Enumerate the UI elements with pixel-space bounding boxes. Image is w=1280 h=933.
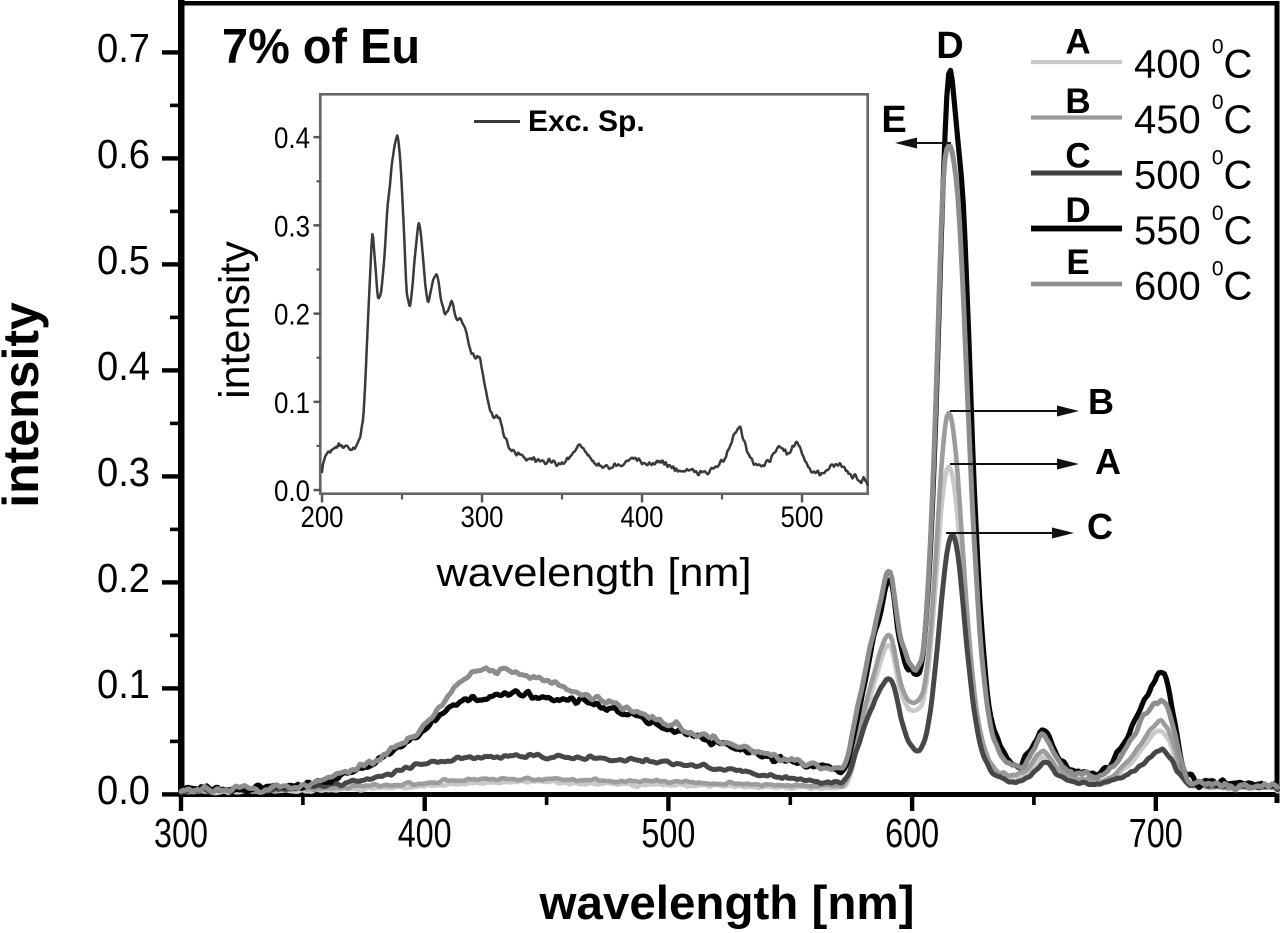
svg-text:500 0C: 500 0C — [1134, 147, 1252, 198]
svg-text:E: E — [881, 99, 906, 141]
svg-text:300: 300 — [154, 810, 208, 856]
svg-text:wavelength [nm]: wavelength [nm] — [538, 876, 914, 929]
svg-text:400: 400 — [621, 501, 664, 534]
svg-text:D: D — [936, 25, 963, 67]
svg-text:A: A — [1065, 23, 1090, 62]
svg-text:0.5: 0.5 — [97, 237, 150, 283]
svg-text:0.0: 0.0 — [97, 767, 150, 813]
svg-text:450 0C: 450 0C — [1134, 91, 1252, 142]
svg-text:0.3: 0.3 — [274, 210, 310, 243]
svg-text:C: C — [1087, 506, 1113, 547]
svg-text:0.7: 0.7 — [97, 25, 150, 71]
svg-text:400 0C: 400 0C — [1134, 36, 1252, 87]
svg-text:0.1: 0.1 — [274, 387, 310, 420]
svg-text:500: 500 — [781, 501, 824, 534]
svg-text:0.4: 0.4 — [97, 343, 150, 389]
svg-text:0.2: 0.2 — [97, 555, 150, 601]
svg-text:0.6: 0.6 — [97, 131, 150, 177]
svg-text:600 0C: 600 0C — [1134, 258, 1252, 309]
svg-text:wavelength [nm]: wavelength [nm] — [435, 551, 751, 595]
svg-text:600: 600 — [885, 810, 939, 856]
svg-text:D: D — [1065, 191, 1090, 230]
svg-text:400: 400 — [398, 810, 452, 856]
svg-text:7% of Eu: 7% of Eu — [222, 20, 420, 74]
svg-text:300: 300 — [461, 501, 504, 534]
svg-text:E: E — [1066, 243, 1089, 282]
svg-text:B: B — [1065, 82, 1090, 121]
svg-text:B: B — [1088, 381, 1114, 422]
svg-text:0.0: 0.0 — [274, 475, 310, 508]
svg-text:550 0C: 550 0C — [1134, 202, 1252, 253]
svg-text:intensity: intensity — [211, 241, 259, 399]
svg-text:0.4: 0.4 — [274, 122, 310, 155]
svg-text:0.2: 0.2 — [274, 299, 310, 332]
svg-text:0.1: 0.1 — [97, 661, 150, 707]
svg-text:A: A — [1095, 441, 1121, 482]
svg-text:0.3: 0.3 — [97, 449, 150, 495]
svg-text:500: 500 — [641, 810, 695, 856]
svg-text:Exc. Sp.: Exc. Sp. — [528, 105, 645, 138]
svg-text:intensity: intensity — [0, 302, 49, 508]
svg-text:C: C — [1065, 137, 1090, 176]
svg-text:700: 700 — [1129, 810, 1183, 856]
svg-text:200: 200 — [301, 501, 344, 534]
